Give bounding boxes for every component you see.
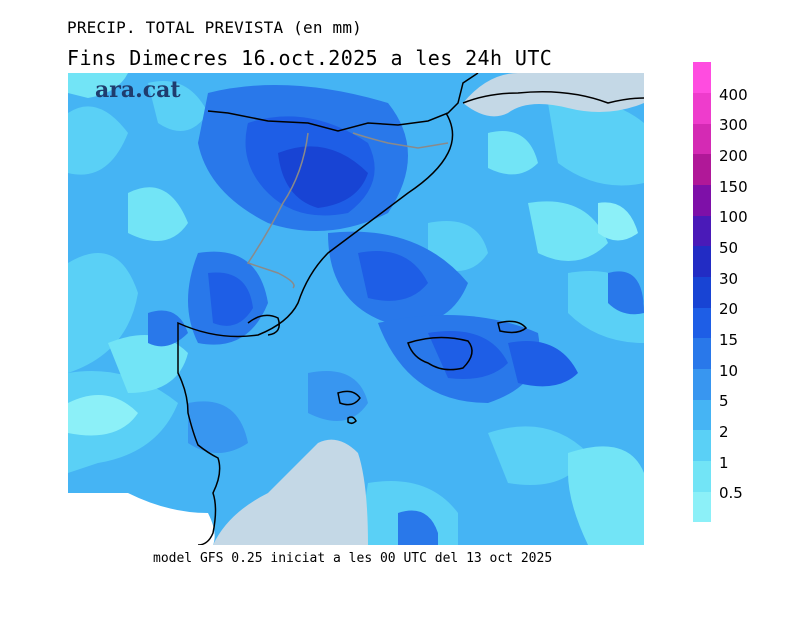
legend-color-band <box>693 92 711 124</box>
national-borders <box>246 132 449 289</box>
legend-color-band <box>693 460 711 492</box>
coastlines <box>177 73 644 545</box>
precip-light-patches <box>68 73 644 545</box>
legend-color-band <box>693 246 711 278</box>
legend-color-band <box>693 338 711 370</box>
map-title: PRECIP. TOTAL PREVISTA (en mm) <box>67 18 362 37</box>
no-data-areas <box>68 73 644 545</box>
legend-color-band <box>693 276 711 308</box>
legend-color-band <box>693 154 711 186</box>
model-run-caption: model GFS 0.25 iniciat a les 00 UTC del … <box>153 551 553 566</box>
legend-tick-label: 0.5 <box>719 484 743 503</box>
precip-color-legend: 0.5 1 2 5 10 15 20 30 50 100 150 200 300 400 <box>693 62 748 523</box>
precipitation-map <box>68 73 644 545</box>
legend-color-band <box>693 368 711 400</box>
legend-color-band <box>693 307 711 339</box>
legend-tick-label: 300 <box>719 116 748 135</box>
legend-tick-label: 50 <box>719 239 739 257</box>
legend-color-band <box>693 215 711 247</box>
legend-color-band <box>693 491 711 523</box>
legend-tick-label: 5 <box>719 392 729 411</box>
legend-tick-label: 100 <box>719 208 748 227</box>
legend-color-band <box>693 184 711 216</box>
map-subtitle-valid-time: Fins Dimecres 16.oct.2025 a les 24h UTC <box>67 46 553 70</box>
legend-tick-label: 400 <box>719 85 748 104</box>
legend-tick-label: 200 <box>719 147 748 165</box>
legend-color-band <box>693 399 711 431</box>
legend-color-band <box>693 123 711 155</box>
legend-tick-label: 30 <box>719 269 739 288</box>
legend-tick-label: 150 <box>719 177 748 196</box>
legend-tick-label: 20 <box>719 300 739 319</box>
legend-tick-label: 1 <box>719 453 729 472</box>
legend-color-band <box>693 62 711 94</box>
legend-color-band <box>693 430 711 462</box>
legend-tick-label: 15 <box>719 331 739 349</box>
legend-tick-label: 2 <box>719 423 729 441</box>
legend-tick-label: 10 <box>719 361 739 380</box>
ara-cat-logo: ara.cat <box>95 77 181 103</box>
